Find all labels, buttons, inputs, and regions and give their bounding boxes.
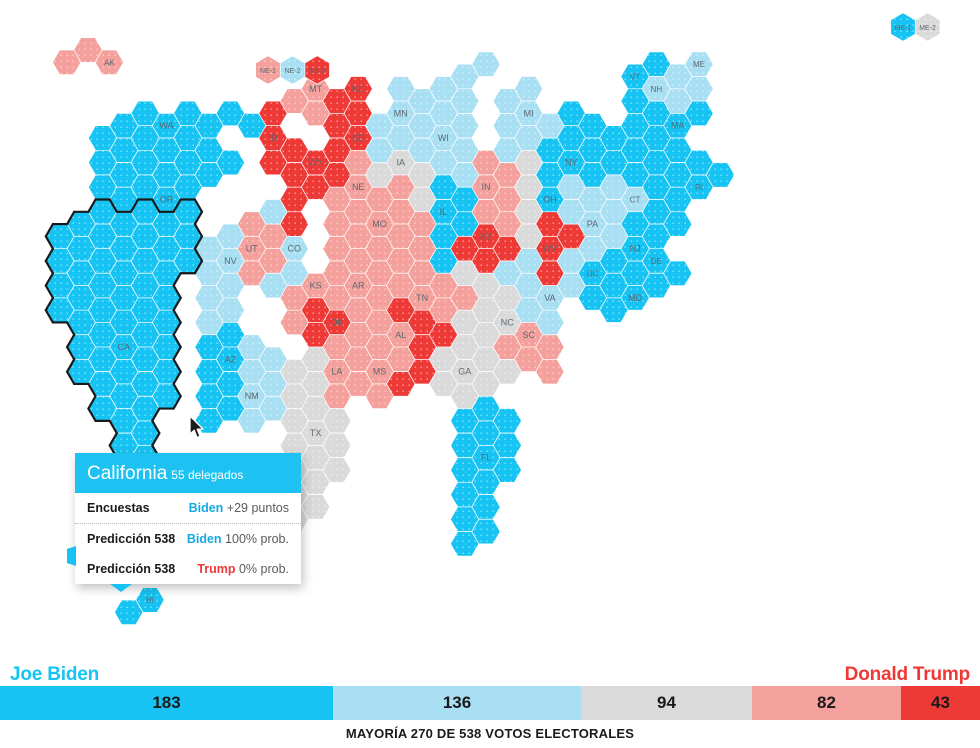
svg-text:CA: CA: [118, 342, 131, 352]
svg-text:TX: TX: [310, 428, 322, 438]
svg-text:NY: NY: [565, 158, 578, 168]
svg-text:ME-1: ME-1: [895, 25, 912, 32]
svg-text:PA: PA: [587, 219, 598, 229]
svg-text:IA: IA: [397, 158, 406, 168]
svg-text:IL: IL: [440, 207, 448, 217]
svg-text:MI: MI: [524, 108, 534, 118]
svg-text:AR: AR: [352, 281, 365, 291]
svg-text:HI: HI: [146, 596, 154, 605]
svg-text:AZ: AZ: [225, 354, 237, 364]
svg-text:NC: NC: [501, 317, 514, 327]
svg-text:NV: NV: [224, 256, 237, 266]
svg-text:ME: ME: [693, 60, 705, 69]
svg-text:SC: SC: [522, 330, 535, 340]
svg-text:NM: NM: [245, 391, 259, 401]
svg-text:MN: MN: [394, 108, 408, 118]
svg-text:DC: DC: [587, 269, 599, 278]
svg-text:NE-3: NE-3: [309, 68, 325, 75]
svg-text:MT: MT: [309, 84, 322, 94]
svg-text:VT: VT: [630, 73, 640, 82]
svg-text:UT: UT: [246, 244, 258, 254]
svg-text:TN: TN: [416, 293, 428, 303]
svg-text:WI: WI: [438, 133, 449, 143]
svg-text:NE: NE: [352, 182, 365, 192]
svg-text:OK: OK: [330, 317, 343, 327]
svg-text:MA: MA: [671, 121, 685, 131]
svg-text:GA: GA: [458, 367, 471, 377]
svg-text:MO: MO: [372, 219, 387, 229]
svg-text:VA: VA: [544, 293, 555, 303]
svg-text:FL: FL: [481, 453, 492, 463]
svg-text:OH: OH: [543, 194, 557, 204]
svg-text:MS: MS: [373, 367, 387, 377]
svg-text:KY: KY: [480, 231, 492, 241]
svg-text:NJ: NJ: [630, 244, 641, 254]
svg-text:SD: SD: [352, 133, 365, 143]
svg-text:ND: ND: [352, 84, 365, 94]
svg-text:ID: ID: [269, 133, 279, 143]
svg-text:AL: AL: [395, 330, 406, 340]
svg-text:CO: CO: [288, 244, 302, 254]
svg-text:ME-2: ME-2: [919, 25, 936, 32]
svg-text:RI: RI: [695, 183, 703, 192]
svg-text:NE-1: NE-1: [260, 68, 276, 75]
svg-text:AK: AK: [104, 58, 115, 67]
svg-text:MD: MD: [628, 293, 642, 303]
svg-text:WY: WY: [308, 158, 323, 168]
svg-text:OR: OR: [160, 194, 174, 204]
svg-text:NH: NH: [651, 85, 663, 94]
svg-text:IN: IN: [482, 182, 491, 192]
svg-text:WA: WA: [159, 121, 173, 131]
svg-text:KS: KS: [310, 281, 322, 291]
svg-text:NE-2: NE-2: [285, 68, 301, 75]
svg-text:CT: CT: [630, 195, 641, 204]
svg-text:WV: WV: [543, 244, 558, 254]
svg-text:LA: LA: [331, 367, 342, 377]
svg-text:DE: DE: [651, 257, 662, 266]
